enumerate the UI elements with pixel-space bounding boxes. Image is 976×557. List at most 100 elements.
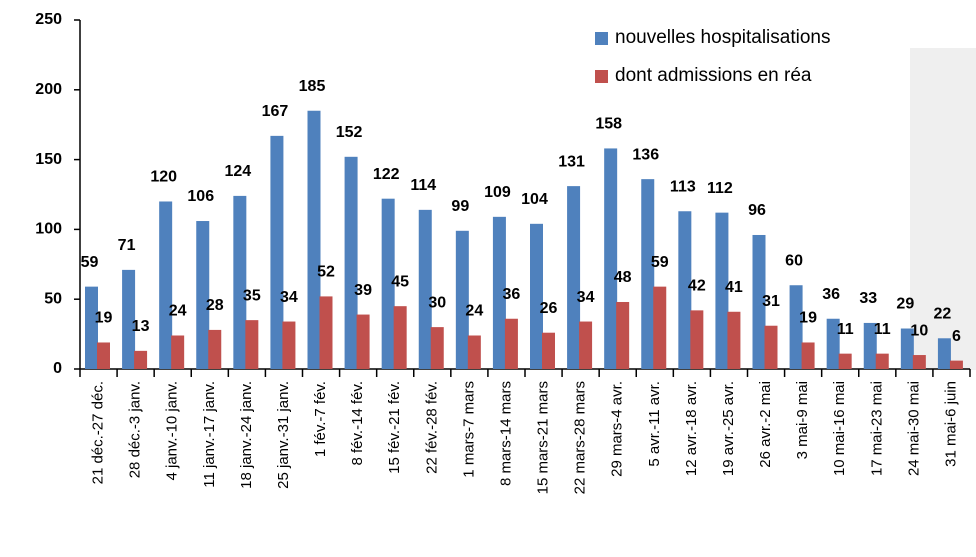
value-label: 39 bbox=[354, 282, 372, 299]
bar bbox=[727, 311, 741, 369]
x-tick-label: 15 mars-21 mars bbox=[535, 381, 552, 494]
value-label: 30 bbox=[428, 294, 446, 311]
y-tick-label: 0 bbox=[53, 360, 62, 377]
value-label: 19 bbox=[799, 310, 817, 327]
bar bbox=[949, 360, 963, 369]
value-label: 120 bbox=[150, 169, 177, 186]
bar bbox=[319, 296, 333, 369]
x-tick-label: 12 avr.-18 avr. bbox=[683, 381, 700, 476]
bar bbox=[801, 342, 815, 369]
bar bbox=[764, 325, 778, 369]
bar bbox=[467, 335, 481, 369]
bar bbox=[900, 328, 914, 369]
y-tick-label: 50 bbox=[44, 290, 62, 307]
bar bbox=[393, 306, 407, 369]
value-label: 99 bbox=[451, 198, 469, 215]
bar bbox=[492, 216, 506, 369]
bar bbox=[171, 335, 185, 369]
value-label: 41 bbox=[725, 279, 743, 296]
value-label: 59 bbox=[81, 254, 99, 271]
x-tick-label: 22 mars-28 mars bbox=[572, 381, 589, 494]
value-label: 11 bbox=[837, 321, 854, 338]
bar bbox=[159, 201, 173, 369]
shaded-region bbox=[910, 48, 976, 370]
bar bbox=[455, 230, 469, 369]
value-label: 71 bbox=[118, 237, 136, 254]
bar bbox=[122, 269, 136, 369]
bar bbox=[430, 327, 444, 369]
bar bbox=[504, 318, 518, 369]
x-tick-label: 21 déc.-27 déc. bbox=[90, 381, 107, 484]
value-label: 131 bbox=[558, 153, 585, 170]
x-tick-label: 26 avr.-2 mai bbox=[757, 381, 774, 468]
value-label: 42 bbox=[688, 278, 706, 295]
value-label: 167 bbox=[262, 103, 289, 120]
bar bbox=[567, 186, 581, 369]
value-label: 6 bbox=[952, 328, 961, 345]
bar bbox=[579, 321, 593, 369]
x-tick-label: 15 fév.-21 fév. bbox=[386, 381, 403, 474]
y-tick-label: 150 bbox=[35, 151, 62, 168]
x-tick-label: 17 mai-23 mai bbox=[868, 381, 885, 476]
bar bbox=[616, 301, 630, 369]
value-label: 24 bbox=[465, 303, 483, 320]
x-tick-label: 8 mars-14 mars bbox=[497, 381, 514, 486]
value-label: 106 bbox=[187, 188, 214, 205]
value-label: 48 bbox=[614, 269, 632, 286]
bar bbox=[789, 285, 803, 369]
value-label: 104 bbox=[521, 191, 548, 208]
value-label: 60 bbox=[785, 252, 803, 269]
value-label: 152 bbox=[336, 124, 363, 141]
value-label: 36 bbox=[503, 286, 521, 303]
value-label: 52 bbox=[317, 264, 335, 281]
value-label: 136 bbox=[632, 146, 659, 163]
value-label: 124 bbox=[224, 163, 251, 180]
x-tick-label: 3 mai-9 mai bbox=[794, 381, 811, 459]
bar bbox=[196, 221, 210, 369]
legend-label: nouvelles hospitalisations bbox=[615, 27, 830, 48]
value-label: 45 bbox=[391, 273, 409, 290]
bar bbox=[863, 322, 877, 369]
value-label: 34 bbox=[280, 289, 298, 306]
bar bbox=[542, 332, 555, 369]
x-tick-label: 5 avr.-11 avr. bbox=[646, 381, 663, 467]
bar bbox=[604, 148, 618, 369]
y-tick-label: 200 bbox=[35, 81, 62, 98]
y-tick-label: 250 bbox=[35, 11, 62, 28]
x-tick-label: 22 fév.-28 fév. bbox=[423, 381, 440, 474]
value-label: 113 bbox=[670, 178, 696, 195]
x-tick-label: 29 mars-4 avr. bbox=[609, 381, 626, 477]
bar bbox=[356, 314, 370, 369]
value-label: 10 bbox=[910, 322, 928, 339]
value-label: 109 bbox=[484, 184, 511, 201]
bar bbox=[653, 286, 667, 369]
x-tick-label: 31 mai-6 juin bbox=[942, 381, 959, 467]
x-tick-label: 1 mars-7 mars bbox=[460, 381, 477, 478]
value-label: 13 bbox=[132, 318, 150, 335]
y-tick-label: 100 bbox=[35, 221, 62, 238]
x-tick-label: 19 avr.-25 avr. bbox=[720, 381, 737, 476]
value-label: 29 bbox=[896, 296, 914, 313]
bar bbox=[715, 212, 729, 369]
bar bbox=[678, 211, 692, 369]
bar bbox=[282, 321, 296, 369]
bar bbox=[838, 353, 852, 369]
x-tick-label: 18 janv.-24 janv. bbox=[238, 381, 255, 489]
bar bbox=[690, 310, 704, 369]
x-tick-label: 8 fév.-14 fév. bbox=[349, 381, 366, 466]
value-label: 34 bbox=[577, 289, 595, 306]
value-label: 114 bbox=[410, 177, 436, 194]
x-tick-label: 1 fév.-7 fév. bbox=[312, 381, 329, 457]
bar bbox=[134, 350, 148, 369]
bar bbox=[97, 342, 110, 369]
x-tick-label: 10 mai-16 mai bbox=[831, 381, 848, 476]
value-label: 96 bbox=[748, 202, 766, 219]
bar bbox=[344, 156, 358, 369]
bar bbox=[418, 209, 432, 369]
value-label: 19 bbox=[95, 310, 113, 327]
legend-swatch bbox=[595, 70, 608, 83]
bar bbox=[937, 338, 951, 369]
legend-swatch bbox=[595, 32, 608, 45]
bar bbox=[245, 320, 259, 369]
